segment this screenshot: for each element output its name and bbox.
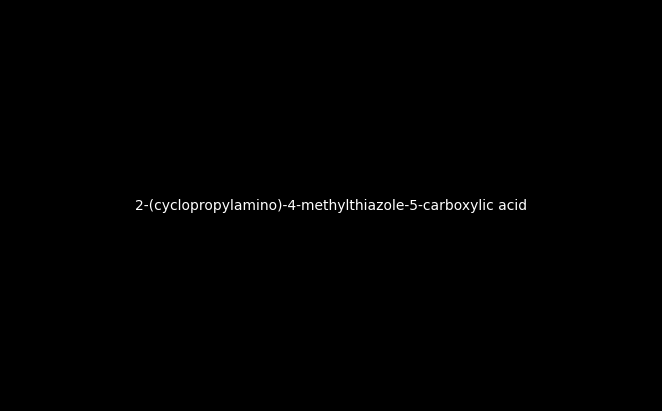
Text: 2-(cyclopropylamino)-4-methylthiazole-5-carboxylic acid: 2-(cyclopropylamino)-4-methylthiazole-5-…	[135, 199, 527, 212]
